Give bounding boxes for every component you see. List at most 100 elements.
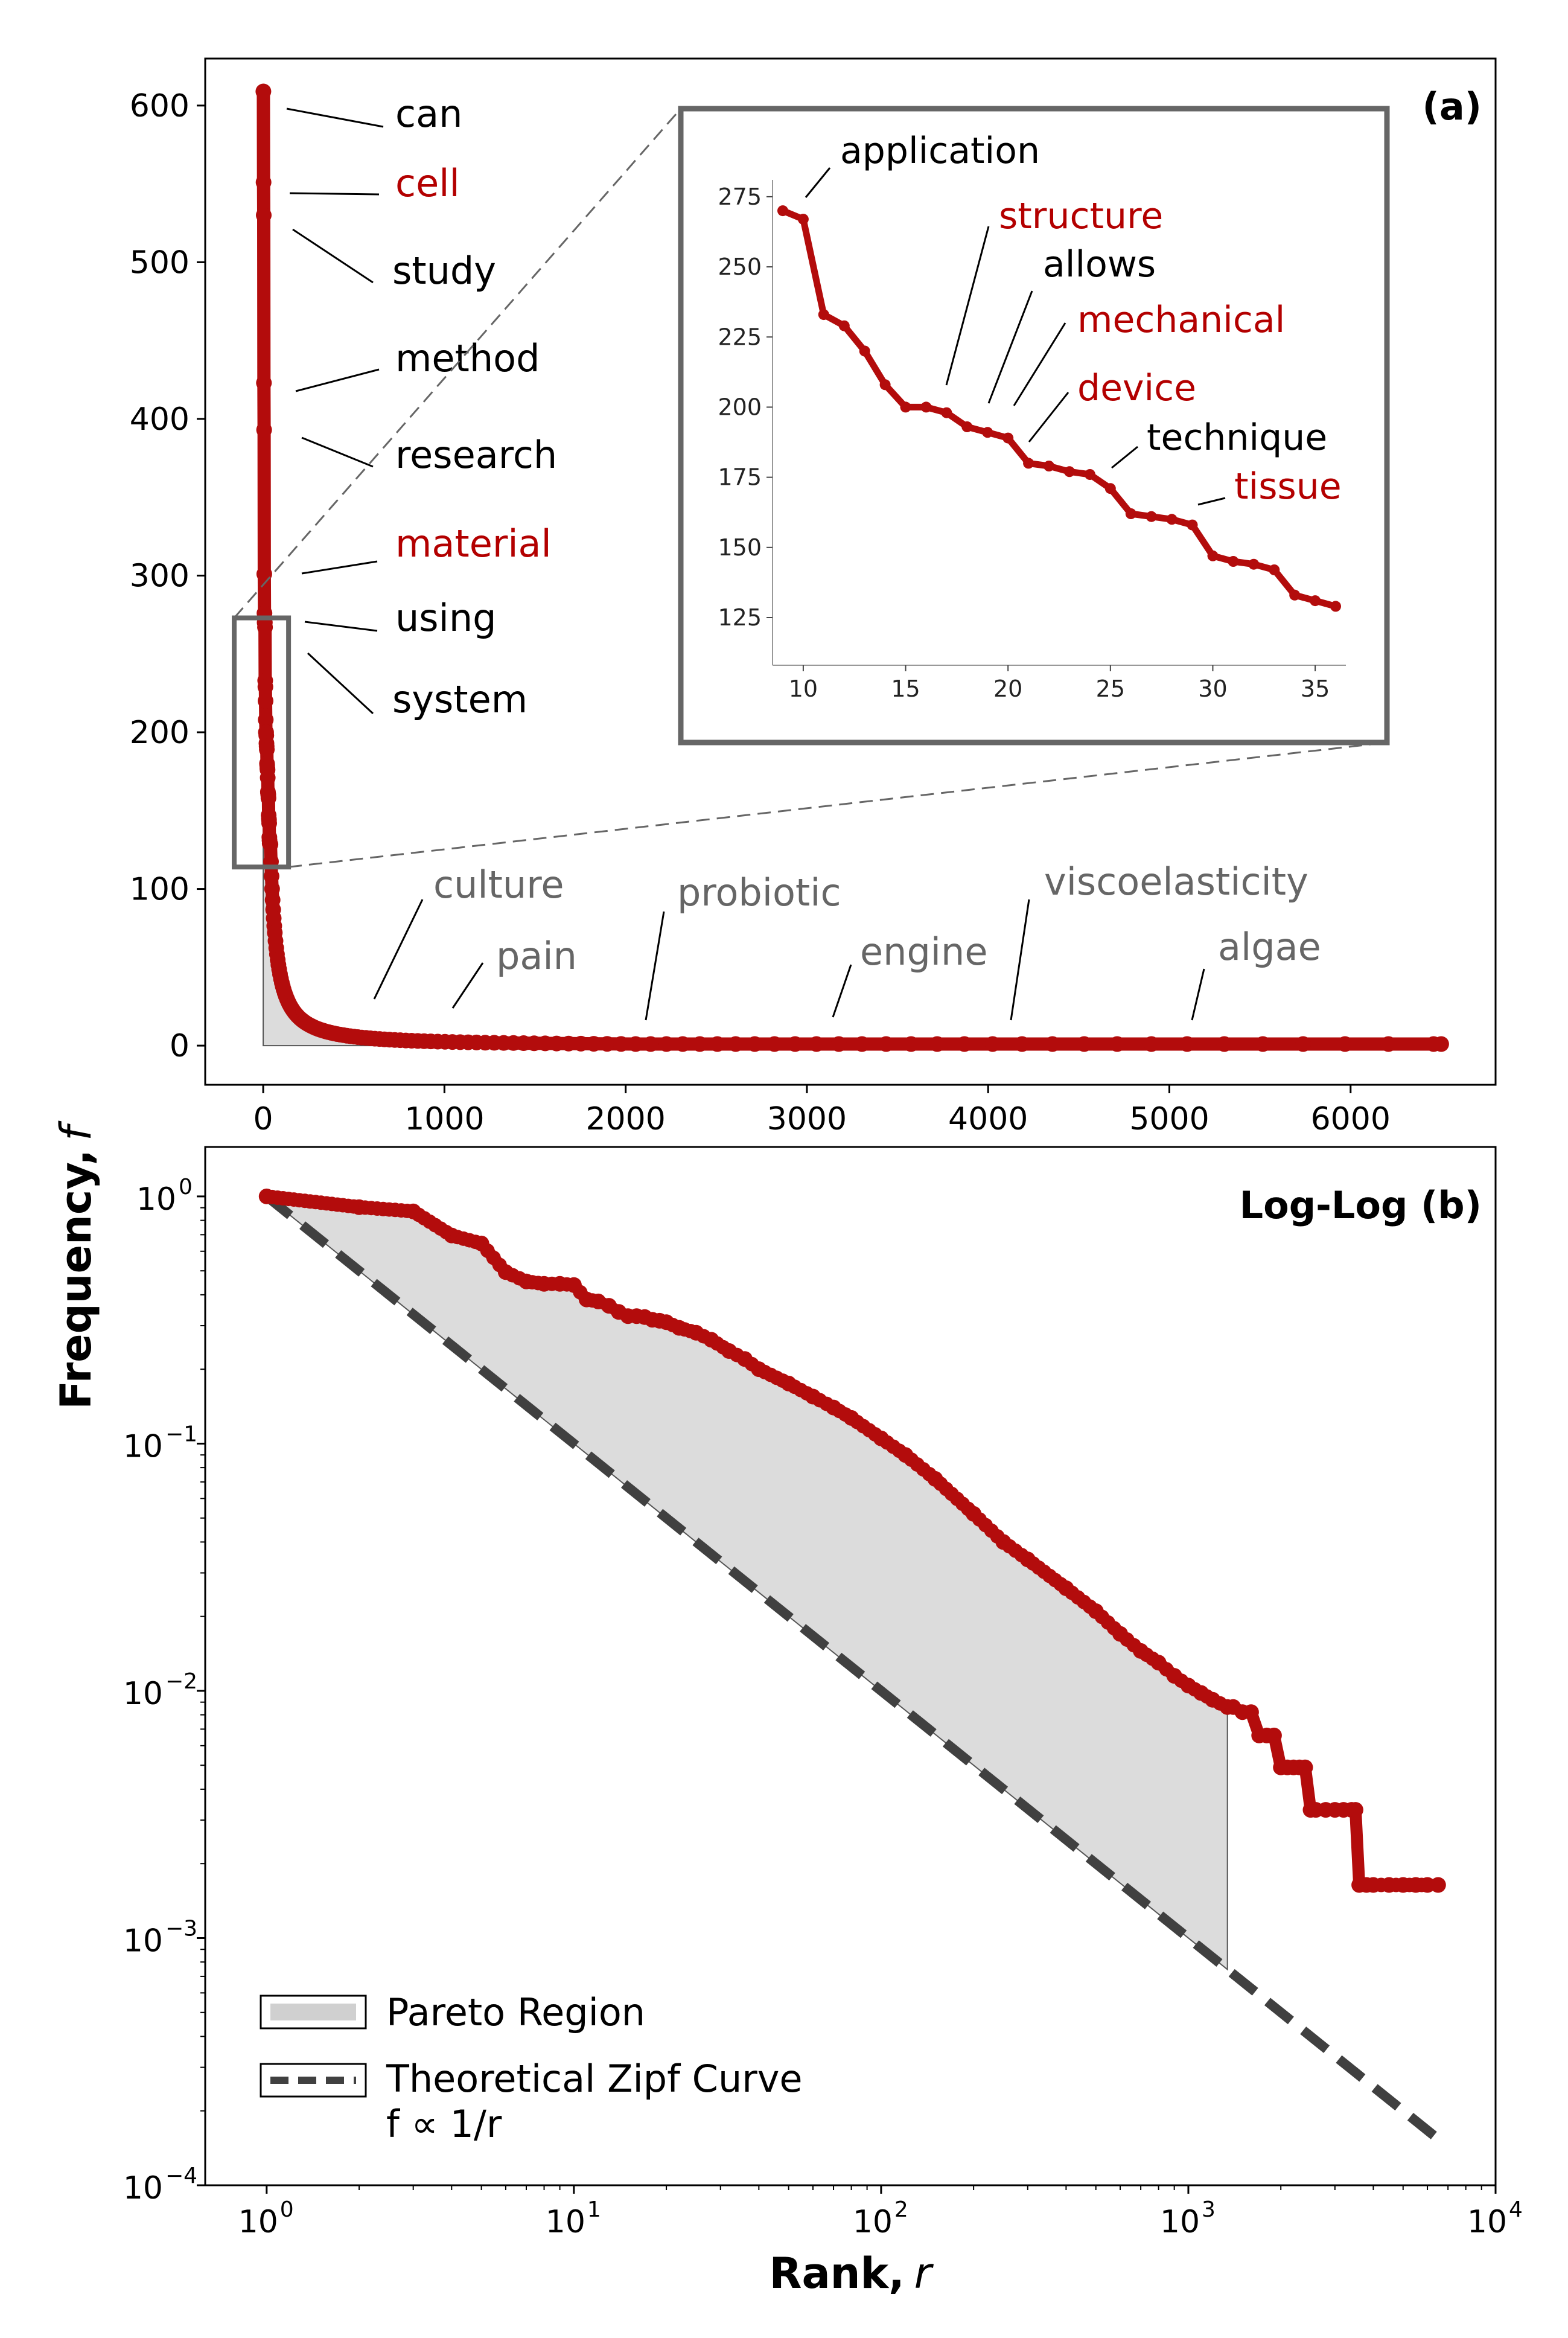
- annotation-leader-a: [307, 652, 374, 715]
- data-point-b: [799, 1386, 814, 1401]
- data-point-a: [956, 1036, 972, 1052]
- data-point-a: [260, 790, 276, 806]
- legend: Pareto Region Theoretical Zipf Curve f ∝…: [260, 1990, 803, 2146]
- annotation-label-inset: allows: [1043, 243, 1156, 286]
- data-point-b: [730, 1347, 744, 1362]
- annotation-label-a: viscoelasticity: [1044, 860, 1308, 904]
- data-point-a: [585, 1036, 602, 1052]
- data-point-b: [573, 1285, 588, 1300]
- data-point-a: [643, 1036, 659, 1052]
- data-point-a: [766, 1036, 783, 1052]
- data-point-a: [263, 836, 279, 852]
- data-point-b: [1199, 1689, 1214, 1704]
- data-point-b: [1374, 1877, 1389, 1892]
- data-point-a: [1295, 1036, 1311, 1052]
- data-point-inset: [777, 205, 788, 217]
- x-tick-exponent-b: 0: [280, 2197, 294, 2222]
- x-tick-label-inset: 25: [1096, 676, 1125, 702]
- data-point-b: [838, 1407, 853, 1422]
- data-point-a: [1014, 1036, 1030, 1052]
- annotation-label-inset: application: [840, 130, 1040, 172]
- data-point-inset: [1248, 558, 1260, 570]
- y-tick-label-a: 300: [130, 558, 190, 594]
- annotation-leader-inset: [805, 167, 831, 198]
- annotation-label-a: using: [395, 596, 496, 640]
- y-tick-label-a: 500: [130, 244, 190, 281]
- data-point-a: [258, 693, 273, 709]
- y-tick-label-inset: 250: [718, 254, 762, 280]
- annotation-leader-inset: [1111, 446, 1138, 469]
- y-tick-label-b: 10: [123, 1676, 163, 1712]
- data-point-b: [868, 1427, 882, 1442]
- y-tick-label-inset: 125: [718, 604, 762, 631]
- data-point-b: [531, 1276, 546, 1291]
- x-tick-label-a: 4000: [948, 1101, 1028, 1137]
- data-point-a: [1380, 1036, 1397, 1052]
- data-point-inset: [1187, 519, 1198, 531]
- data-point-a: [1255, 1036, 1271, 1052]
- data-point-inset: [838, 320, 850, 331]
- data-point-b: [1414, 1877, 1429, 1892]
- data-point-a: [1337, 1036, 1353, 1052]
- data-point-inset: [1064, 466, 1075, 478]
- panel-b-axis-ticks: 10 0 10 1 10 2 10 3 10 410 010 −110 −210 −310 −4: [123, 1175, 1523, 2240]
- data-point-inset: [818, 309, 829, 321]
- data-point-a: [903, 1036, 919, 1052]
- inset-zoom-panel: 10 15 20 25 30 35 125 150 175 200 225 250 275 applic…: [678, 106, 1390, 746]
- data-point-a: [984, 1036, 1001, 1052]
- data-point-b: [492, 1257, 507, 1273]
- annotation-label-a: cell: [395, 161, 460, 205]
- y-tick-label-a: 400: [130, 401, 190, 438]
- y-axis-title: Frequency, f: [51, 1120, 101, 1410]
- panel-a-annotations: can cell study method research material using s…: [286, 92, 1321, 1021]
- y-tick-label-a: 0: [170, 1028, 190, 1064]
- data-point-a: [1216, 1036, 1232, 1052]
- annotation-leader-a: [286, 107, 384, 128]
- frequency-markers-a: [255, 83, 1449, 1052]
- data-point-inset: [879, 379, 891, 391]
- data-point-a: [628, 1036, 644, 1052]
- data-point-b: [990, 1529, 1005, 1544]
- data-point-inset: [1146, 511, 1157, 522]
- zoom-connector-top: [233, 108, 682, 619]
- x-tick-label-a: 2000: [585, 1101, 665, 1137]
- data-point-inset: [1310, 595, 1321, 607]
- y-tick-exponent-b: −3: [165, 1916, 197, 1941]
- inset-markers: [777, 205, 1341, 612]
- data-point-a: [709, 1036, 725, 1052]
- annotation-leader-a: [832, 964, 852, 1018]
- data-point-a: [256, 375, 272, 391]
- annotation-label-inset: mechanical: [1077, 299, 1285, 341]
- x-tick-exponent-b: 1: [587, 2197, 601, 2222]
- data-point-a: [854, 1036, 870, 1052]
- data-point-b: [585, 1293, 600, 1308]
- y-axis-title-symbol: f: [51, 1120, 101, 1141]
- annotation-leader-a: [301, 560, 378, 575]
- data-point-a: [256, 422, 272, 438]
- x-tick-label-inset: 10: [789, 676, 818, 702]
- data-point-inset: [961, 421, 973, 432]
- annotation-leader-inset: [1028, 392, 1069, 442]
- y-tick-exponent-b: −2: [165, 1669, 197, 1694]
- annotation-leader-a: [451, 962, 484, 1009]
- data-point-a: [260, 770, 276, 786]
- annotation-label-a: culture: [433, 863, 564, 907]
- data-point-a: [830, 1036, 847, 1052]
- x-tick-label-a: 6000: [1311, 1101, 1391, 1137]
- data-point-b: [559, 1277, 575, 1292]
- data-point-a: [1143, 1036, 1159, 1052]
- y-axis-title-word: Frequency,: [51, 1149, 101, 1410]
- data-point-a: [537, 1035, 553, 1052]
- data-point-a: [658, 1036, 675, 1052]
- legend-zipf-label: Theoretical Zipf Curve: [386, 2057, 803, 2101]
- data-point-a: [1433, 1036, 1449, 1052]
- data-point-b: [400, 1203, 415, 1218]
- data-point-b: [1402, 1877, 1417, 1892]
- data-point-b: [1266, 1727, 1282, 1743]
- data-point-a: [692, 1036, 708, 1052]
- annotation-label-a: study: [392, 249, 496, 293]
- data-point-a: [675, 1036, 691, 1052]
- data-point-b: [744, 1356, 759, 1372]
- data-point-a: [878, 1036, 894, 1052]
